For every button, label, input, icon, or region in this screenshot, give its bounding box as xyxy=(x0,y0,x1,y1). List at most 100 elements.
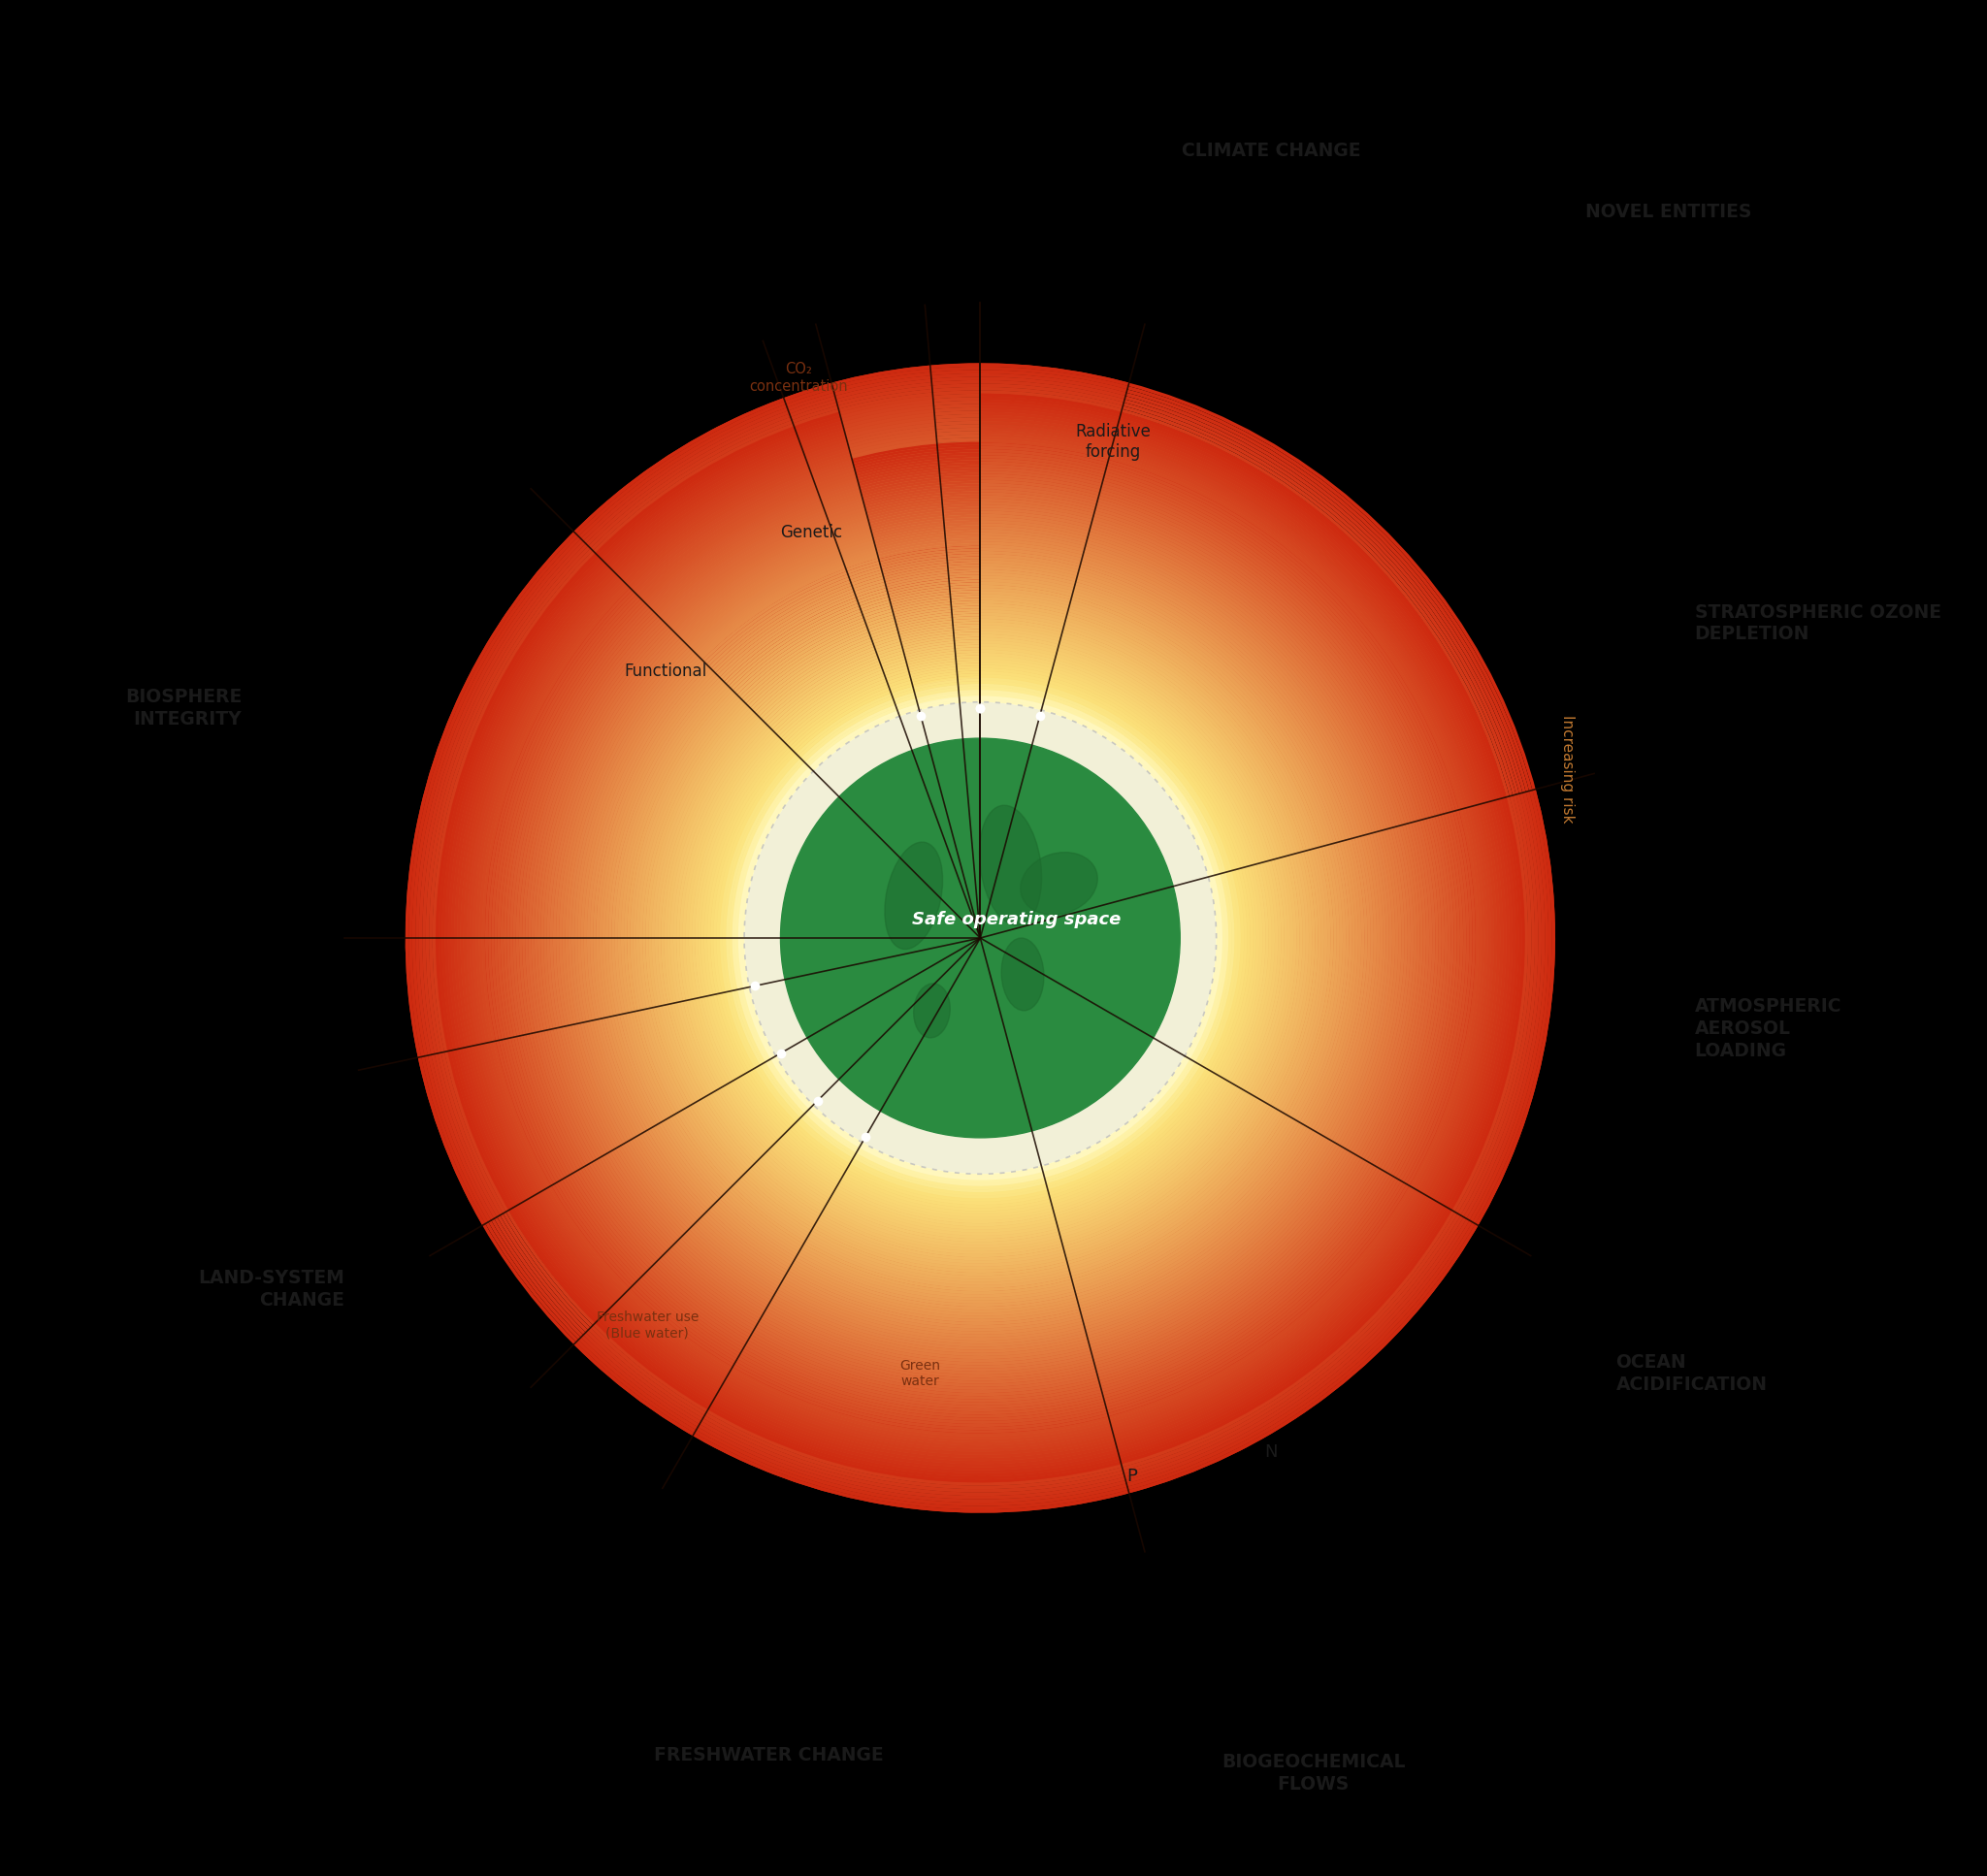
Polygon shape xyxy=(632,591,1327,1285)
Polygon shape xyxy=(529,488,1433,1390)
Polygon shape xyxy=(586,544,1373,1332)
Polygon shape xyxy=(560,518,1401,1358)
Polygon shape xyxy=(515,473,1445,1403)
Polygon shape xyxy=(527,484,1435,1392)
Polygon shape xyxy=(686,643,1276,1233)
Polygon shape xyxy=(542,501,1417,1375)
Polygon shape xyxy=(638,597,1321,1279)
Text: CO₂
concentration: CO₂ concentration xyxy=(749,362,848,394)
Polygon shape xyxy=(546,503,1415,1373)
Polygon shape xyxy=(703,660,1258,1216)
Polygon shape xyxy=(485,443,1476,1433)
Polygon shape xyxy=(656,613,1305,1263)
Polygon shape xyxy=(678,634,1284,1242)
Polygon shape xyxy=(666,623,1296,1253)
Polygon shape xyxy=(725,685,1234,1193)
Polygon shape xyxy=(727,685,1234,1191)
Polygon shape xyxy=(487,445,1474,1431)
Polygon shape xyxy=(592,552,1367,1324)
Polygon shape xyxy=(616,572,1345,1304)
Polygon shape xyxy=(703,660,1258,1216)
Polygon shape xyxy=(602,561,1357,1315)
Polygon shape xyxy=(699,657,1262,1219)
Text: ATMOSPHERIC
AEROSOL
LOADING: ATMOSPHERIC AEROSOL LOADING xyxy=(1695,998,1842,1060)
Polygon shape xyxy=(552,510,1409,1366)
Polygon shape xyxy=(652,610,1309,1266)
Polygon shape xyxy=(572,529,1389,1347)
Polygon shape xyxy=(672,630,1288,1246)
Polygon shape xyxy=(735,692,1226,1184)
Polygon shape xyxy=(455,415,1506,1463)
Polygon shape xyxy=(473,431,1488,1445)
Polygon shape xyxy=(680,638,1282,1238)
Polygon shape xyxy=(636,595,1325,1281)
Polygon shape xyxy=(642,600,1319,1276)
Polygon shape xyxy=(674,632,1288,1246)
Polygon shape xyxy=(507,463,1454,1413)
Polygon shape xyxy=(425,383,1536,1493)
Polygon shape xyxy=(628,585,1333,1291)
Polygon shape xyxy=(689,647,1272,1229)
Polygon shape xyxy=(688,645,1272,1231)
Polygon shape xyxy=(616,574,1343,1302)
Polygon shape xyxy=(682,640,1278,1236)
Polygon shape xyxy=(662,619,1299,1257)
Polygon shape xyxy=(666,625,1294,1251)
Polygon shape xyxy=(538,497,1423,1379)
Polygon shape xyxy=(723,681,1238,1195)
Polygon shape xyxy=(656,613,1303,1263)
Polygon shape xyxy=(713,670,1248,1206)
Polygon shape xyxy=(715,673,1246,1203)
Polygon shape xyxy=(517,475,1445,1403)
Polygon shape xyxy=(445,405,1516,1473)
Polygon shape xyxy=(711,668,1250,1208)
Polygon shape xyxy=(473,431,1488,1445)
Polygon shape xyxy=(531,488,1431,1388)
Polygon shape xyxy=(612,570,1347,1306)
Polygon shape xyxy=(707,664,1254,1212)
Polygon shape xyxy=(584,542,1377,1334)
Polygon shape xyxy=(503,461,1456,1415)
Polygon shape xyxy=(699,658,1260,1218)
Polygon shape xyxy=(646,602,1315,1274)
Polygon shape xyxy=(682,642,1278,1236)
Polygon shape xyxy=(489,446,1472,1430)
Polygon shape xyxy=(666,625,1294,1251)
Polygon shape xyxy=(493,452,1466,1424)
Polygon shape xyxy=(501,458,1460,1418)
Polygon shape xyxy=(523,480,1437,1396)
Polygon shape xyxy=(638,597,1321,1279)
Polygon shape xyxy=(634,591,1327,1283)
Polygon shape xyxy=(483,441,1478,1435)
Polygon shape xyxy=(717,675,1242,1201)
Polygon shape xyxy=(684,640,1278,1234)
Polygon shape xyxy=(415,373,1546,1503)
Polygon shape xyxy=(511,469,1451,1407)
Polygon shape xyxy=(548,505,1413,1371)
Polygon shape xyxy=(668,625,1294,1251)
Polygon shape xyxy=(650,606,1311,1270)
Polygon shape xyxy=(725,683,1236,1193)
Polygon shape xyxy=(489,446,1472,1430)
Polygon shape xyxy=(574,533,1385,1343)
Polygon shape xyxy=(578,535,1383,1341)
Polygon shape xyxy=(481,437,1480,1439)
Polygon shape xyxy=(686,642,1276,1234)
Polygon shape xyxy=(697,657,1262,1219)
Polygon shape xyxy=(469,430,1490,1448)
Polygon shape xyxy=(648,606,1311,1270)
Polygon shape xyxy=(721,677,1240,1199)
Polygon shape xyxy=(693,653,1266,1225)
Polygon shape xyxy=(459,418,1500,1458)
Polygon shape xyxy=(660,617,1299,1259)
Polygon shape xyxy=(505,463,1456,1413)
Polygon shape xyxy=(592,550,1367,1326)
Polygon shape xyxy=(705,664,1256,1212)
Polygon shape xyxy=(419,377,1542,1499)
Polygon shape xyxy=(731,690,1228,1186)
Polygon shape xyxy=(670,628,1290,1248)
Text: P: P xyxy=(1127,1467,1137,1486)
Polygon shape xyxy=(721,679,1240,1197)
Polygon shape xyxy=(451,409,1510,1467)
Polygon shape xyxy=(638,595,1323,1281)
